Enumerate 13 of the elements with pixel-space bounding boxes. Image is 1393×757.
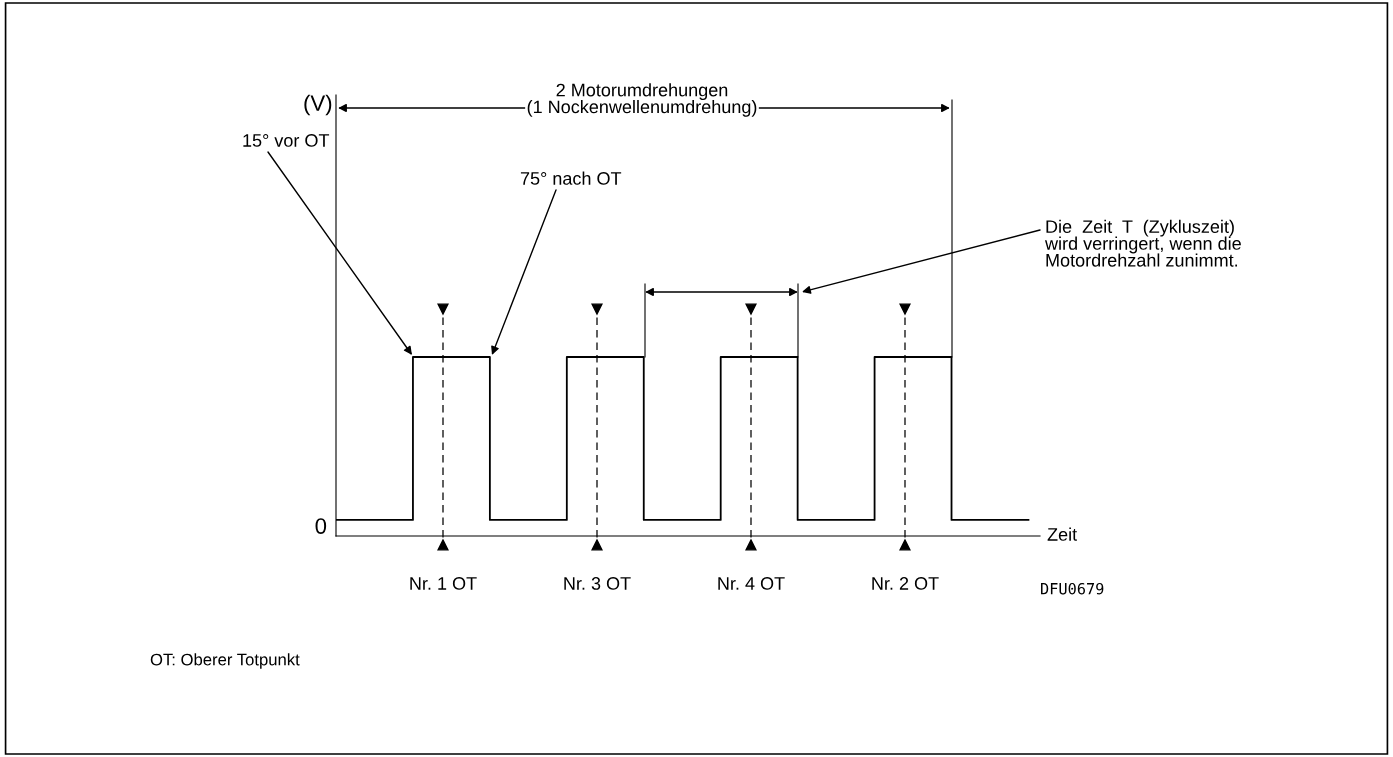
text: 75° nach OT [520, 171, 622, 185]
text: (V) [304, 94, 332, 116]
text: 0 [315, 518, 327, 534]
text: Nr. 1 OT [410, 577, 477, 590]
text: Nr. 2 OT [872, 577, 939, 590]
text: Nr. 4 OT [718, 577, 785, 590]
text: 2 Motorumdrehungen (1 Nockenwellenumdrehung) [527, 83, 757, 117]
x-axis-title: Zeit [1047, 527, 1078, 541]
text: DFU0679 [1041, 582, 1104, 595]
text: Nr. 3 OT [564, 577, 631, 590]
text: Die Zeit T (Zykluszeit) wird verringert, wenn die Motordrehzahl zunimmt. [1044, 219, 1241, 267]
text: OT: Oberer Totpunkt [150, 653, 300, 669]
text: 15° vor OT [243, 134, 330, 147]
